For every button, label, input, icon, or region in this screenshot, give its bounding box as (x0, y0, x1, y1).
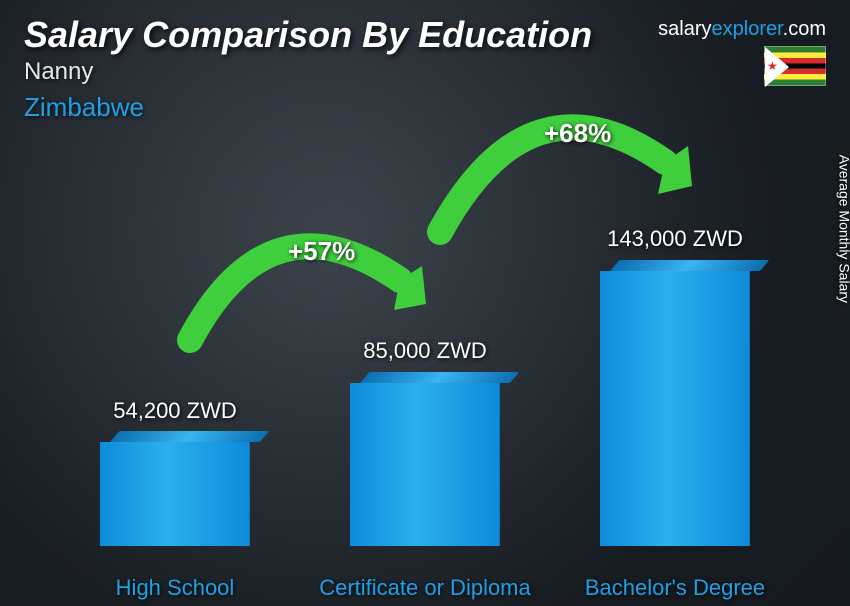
infographic-container: Salary Comparison By Education Nanny Zim… (0, 0, 850, 606)
chart-title: Salary Comparison By Education (24, 14, 592, 56)
branding-suffix: .com (783, 18, 826, 40)
pct-increase-1: +57% (288, 236, 355, 267)
bar-high-school (100, 420, 250, 546)
bar-certificate (350, 361, 500, 546)
bar-top (360, 372, 519, 383)
value-label-1: 54,200 ZWD (75, 398, 275, 424)
bar-front (600, 271, 750, 546)
branding-accent: explorer (712, 18, 783, 40)
branding-prefix: salary (658, 18, 711, 40)
bar-front (100, 442, 250, 546)
category-label-2: Certificate or Diploma (315, 575, 535, 600)
country-flag-icon (764, 46, 826, 86)
y-axis-label: Average Monthly Salary (836, 155, 850, 303)
bar-bachelors (600, 249, 750, 546)
bar-front (350, 383, 500, 546)
category-label-3: Bachelor's Degree (565, 575, 785, 600)
branding-text: salaryexplorer.com (658, 18, 826, 41)
increase-arrow-1 (170, 210, 430, 370)
pct-increase-2: +68% (544, 118, 611, 149)
subtitle-job: Nanny (24, 58, 93, 86)
bar-top (110, 431, 269, 442)
subtitle-country: Zimbabwe (24, 92, 144, 123)
bar-chart: +57% +68% 54,200 ZWD 85,000 ZWD 143,000 … (50, 120, 800, 546)
category-label-1: High School (65, 575, 285, 600)
